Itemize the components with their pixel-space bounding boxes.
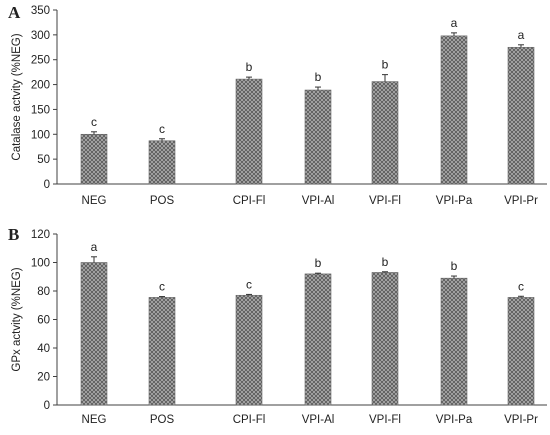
category-label-b: VPI-Pa xyxy=(436,414,473,426)
y-tick-label-a: 50 xyxy=(37,154,50,166)
y-tick-label-b: 40 xyxy=(37,343,50,355)
bar-a xyxy=(371,81,399,185)
y-tick-label-b: 80 xyxy=(37,286,50,298)
category-label-a: VPI-Pa xyxy=(436,195,473,207)
category-label-b: VPI-Pr xyxy=(504,414,538,426)
y-tick-label-a: 200 xyxy=(31,80,50,92)
y-tick-label-b: 60 xyxy=(37,315,50,327)
significance-label-a: a xyxy=(518,28,525,42)
bar-b xyxy=(507,297,535,406)
bar-a xyxy=(80,133,108,185)
y-axis-title-a: Catalase actvity (%NEG) xyxy=(11,33,23,160)
bar-b xyxy=(235,294,263,406)
bar-a xyxy=(304,89,332,185)
bar-b xyxy=(440,277,468,406)
category-label-a: CPI-Fl xyxy=(233,195,266,207)
category-label-a: VPI-Pr xyxy=(504,195,538,207)
bar-b xyxy=(80,262,108,406)
significance-label-b: a xyxy=(91,240,98,254)
category-label-a: VPI-Fl xyxy=(369,195,401,207)
category-label-a: NEG xyxy=(82,195,107,207)
significance-label-b: c xyxy=(518,279,524,293)
y-tick-label-a: 150 xyxy=(31,104,50,116)
category-label-b: CPI-Fl xyxy=(233,414,266,426)
category-label-b: VPI-Al xyxy=(302,414,335,426)
y-tick-label-b: 20 xyxy=(37,372,50,384)
bar-a xyxy=(235,78,263,185)
significance-label-b: c xyxy=(246,277,252,291)
bar-a xyxy=(507,46,535,185)
bar-a xyxy=(148,140,176,185)
panel-a-letter: A xyxy=(8,3,21,22)
bar-b xyxy=(304,273,332,406)
y-tick-label-a: 300 xyxy=(31,30,50,42)
category-label-b: NEG xyxy=(82,414,107,426)
y-tick-label-b: 0 xyxy=(44,400,50,412)
bar-b xyxy=(371,272,399,406)
category-label-a: VPI-Al xyxy=(302,195,335,207)
bar-b xyxy=(148,297,176,406)
significance-label-a: c xyxy=(159,122,165,136)
significance-label-a: b xyxy=(246,60,253,74)
y-tick-label-a: 250 xyxy=(31,55,50,67)
y-tick-label-a: 100 xyxy=(31,129,50,141)
y-tick-label-b: 100 xyxy=(31,258,50,270)
category-label-a: POS xyxy=(150,195,175,207)
category-label-b: VPI-Fl xyxy=(369,414,401,426)
y-tick-label-a: 0 xyxy=(44,179,50,191)
significance-label-a: c xyxy=(91,115,97,129)
significance-label-a: b xyxy=(315,70,322,84)
y-axis-title-b: GPx actvity (%NEG) xyxy=(11,267,23,371)
significance-label-a: b xyxy=(382,58,389,72)
significance-label-b: c xyxy=(159,280,165,294)
significance-label-b: b xyxy=(382,255,389,269)
significance-label-a: a xyxy=(451,16,458,30)
significance-label-b: b xyxy=(451,259,458,273)
y-tick-label-b: 120 xyxy=(31,229,50,241)
bar-a xyxy=(440,35,468,185)
panel-b-letter: B xyxy=(8,225,19,244)
significance-label-b: b xyxy=(315,256,322,270)
category-label-b: POS xyxy=(150,414,175,426)
panel-b: B 0 20 40 60 80 100 120 GPx actvity (%NEG) a NEG c… xyxy=(8,225,547,426)
y-tick-label-a: 350 xyxy=(31,5,50,17)
panel-a: A 0 50 100 150 200 250 300 350 Catalase actvity … xyxy=(8,3,547,207)
